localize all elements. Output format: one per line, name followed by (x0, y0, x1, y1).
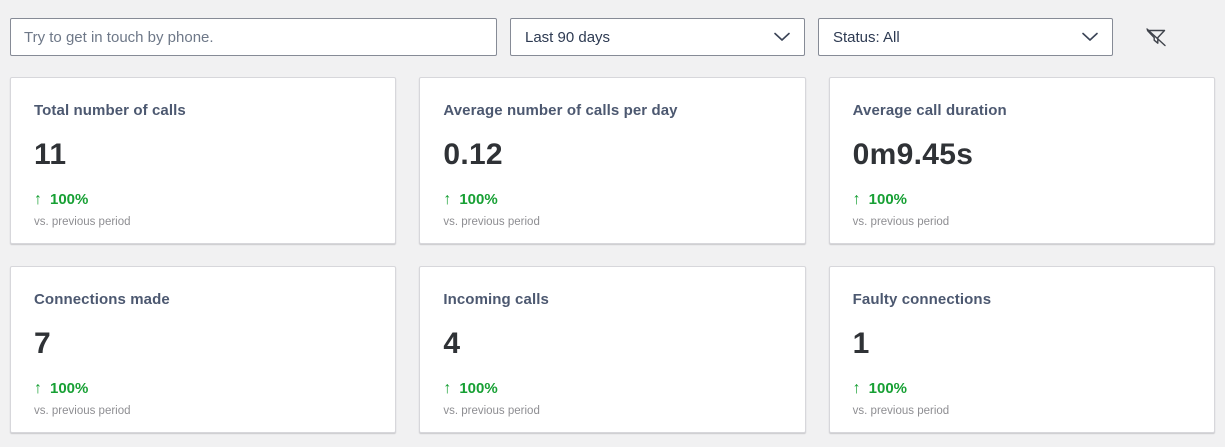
trend-up-arrow-icon: ↑ (443, 190, 452, 208)
stat-card-trend-note: vs. previous period (443, 216, 540, 228)
stat-card-value: 1 (852, 327, 870, 360)
clear-filters-button[interactable] (1141, 22, 1171, 52)
stat-card-title: Connections made (34, 291, 170, 308)
filter-off-icon (1146, 28, 1166, 47)
search-input[interactable] (10, 18, 497, 56)
stat-card-trend-value: 100% (50, 191, 89, 208)
stat-card-trend: ↑ 100% (34, 380, 372, 397)
stat-card-title: Faulty connections (852, 291, 992, 308)
stat-card-trend: ↑ 100% (34, 191, 372, 208)
stat-card-trend-note: vs. previous period (443, 405, 540, 417)
stat-card-trend: ↑ 100% (853, 191, 1191, 208)
stat-card-incoming-calls: Incoming calls 4 ↑ 100% vs. previous per… (419, 266, 806, 433)
stat-card-trend-note: vs. previous period (852, 216, 950, 228)
stat-card-value: 0.12 (443, 138, 503, 171)
stat-card-trend-note: vs. previous period (852, 405, 950, 417)
filter-toolbar: Last 90 days Status: All (0, 0, 1225, 56)
stat-card-value: 4 (443, 327, 461, 360)
trend-up-arrow-icon: ↑ (34, 379, 42, 397)
stat-card-faulty-connections: Faulty connections 1 ↑ 100% vs. previous… (828, 266, 1215, 433)
stat-card-trend: ↑ 100% (853, 380, 1191, 397)
stat-card-trend-note: vs. previous period (34, 216, 131, 228)
chevron-down-icon (774, 32, 790, 41)
trend-up-arrow-icon: ↑ (852, 379, 861, 397)
stat-card-connections-made: Connections made 7 ↑ 100% vs. previous p… (10, 266, 397, 433)
stat-card-trend-value: 100% (868, 380, 908, 397)
stat-card-trend-value: 100% (459, 191, 498, 208)
stat-card-value: 0m9.45s (852, 138, 974, 171)
kpi-card-grid: Total number of calls 11 ↑ 100% vs. prev… (0, 56, 1225, 433)
stat-card-title: Average call duration (852, 102, 1007, 119)
date-range-dropdown-value: Last 90 days (525, 28, 611, 46)
chevron-down-icon (1082, 32, 1098, 41)
stat-card-title: Incoming calls (443, 291, 549, 308)
trend-up-arrow-icon: ↑ (443, 379, 452, 397)
stat-card-avg-calls-per-day: Average number of calls per day 0.12 ↑ 1… (419, 77, 806, 244)
stat-card-trend-value: 100% (459, 380, 498, 397)
stat-card-trend: ↑ 100% (443, 380, 781, 397)
stat-card-trend-value: 100% (868, 191, 908, 208)
stat-card-avg-call-duration: Average call duration 0m9.45s ↑ 100% vs.… (828, 77, 1215, 244)
stat-card-total-calls: Total number of calls 11 ↑ 100% vs. prev… (10, 77, 397, 244)
status-dropdown-value: Status: All (833, 28, 900, 46)
stat-card-trend-value: 100% (50, 380, 89, 397)
trend-up-arrow-icon: ↑ (34, 190, 42, 208)
stat-card-value: 11 (34, 138, 67, 171)
date-range-dropdown[interactable]: Last 90 days (510, 18, 805, 56)
status-dropdown[interactable]: Status: All (818, 18, 1113, 56)
stat-card-title: Average number of calls per day (443, 102, 678, 119)
stat-card-title: Total number of calls (34, 102, 186, 119)
stat-card-trend: ↑ 100% (443, 191, 781, 208)
trend-up-arrow-icon: ↑ (852, 190, 861, 208)
stat-card-trend-note: vs. previous period (34, 405, 131, 417)
stat-card-value: 7 (34, 327, 51, 360)
